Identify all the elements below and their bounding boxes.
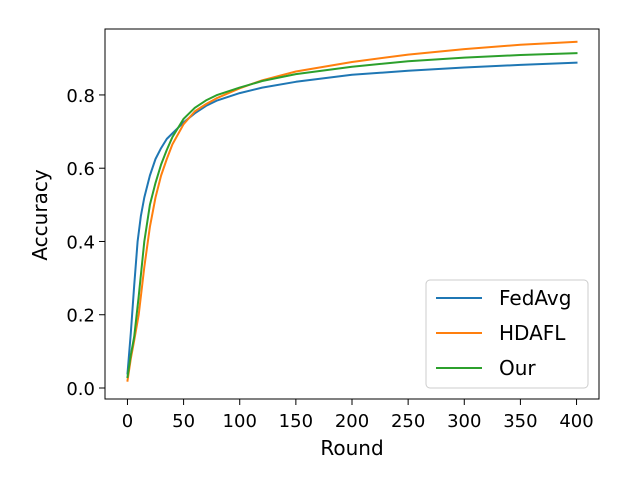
x-axis: 0 50 100 150 200 250 300 350 400 — [122, 399, 594, 432]
y-tick-label: 0.6 — [66, 159, 95, 180]
x-tick-label: 250 — [391, 411, 425, 432]
x-tick-label: 50 — [172, 411, 195, 432]
legend: FedAvg HDAFL Our — [425, 279, 589, 389]
x-tick-label: 0 — [122, 411, 133, 432]
legend-box — [425, 279, 589, 389]
legend-entries: FedAvg HDAFL Our — [436, 286, 571, 380]
y-tick-label: 0.4 — [66, 232, 95, 253]
y-tick-label: 0.2 — [66, 306, 95, 327]
y-axis: 0.0 0.2 0.4 0.6 0.8 — [66, 86, 105, 400]
y-tick-label: 0.8 — [66, 86, 95, 107]
x-axis-label: Round — [320, 436, 383, 460]
x-tick-label: 150 — [279, 411, 313, 432]
y-axis-label: Accuracy — [28, 169, 52, 260]
y-tick-label: 0.0 — [66, 379, 95, 400]
x-tick-label: 400 — [559, 411, 593, 432]
series-line-hdafl — [126, 40, 578, 382]
x-tick-label: 100 — [223, 411, 257, 432]
series-layer — [126, 40, 578, 382]
series-line-our — [126, 52, 578, 379]
legend-label-our: Our — [499, 356, 536, 380]
legend-label-hdafl: HDAFL — [499, 321, 566, 345]
series-line-fedavg — [126, 61, 578, 375]
x-tick-label: 300 — [447, 411, 481, 432]
x-tick-label: 350 — [503, 411, 537, 432]
legend-label-fedavg: FedAvg — [499, 286, 571, 310]
x-tick-label: 200 — [335, 411, 369, 432]
